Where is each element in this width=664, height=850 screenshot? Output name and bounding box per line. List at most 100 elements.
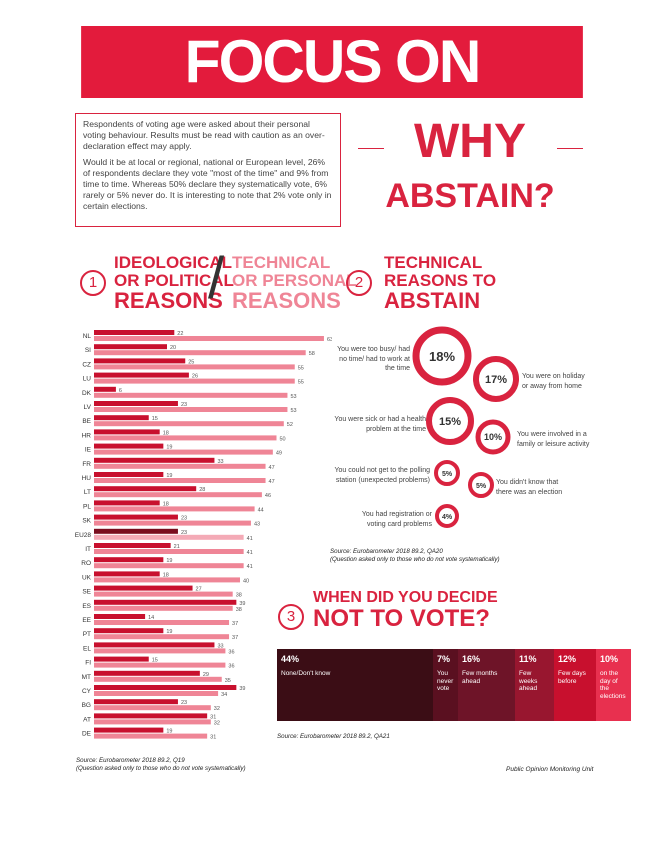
bubble-10: 10% <box>475 419 511 455</box>
bar-ideological <box>94 429 160 435</box>
bubble-15-value: 15% <box>439 416 461 428</box>
value-label-ideological: 19 <box>166 445 172 451</box>
value-label-technical: 47 <box>269 465 275 471</box>
section-3-number: 3 <box>278 604 304 630</box>
bar-ideological <box>94 358 186 364</box>
bubble-5b-label: You didn't know that there was an electi… <box>496 479 563 496</box>
bar-technical <box>94 492 262 498</box>
section-1-right-heading-3: REASONS <box>232 288 341 313</box>
bar-technical <box>94 435 277 441</box>
bar-technical <box>94 478 266 483</box>
why-line-left <box>358 148 384 149</box>
country-label: HR <box>82 432 92 439</box>
value-label-ideological: 33 <box>217 459 223 465</box>
segment-value: 7% <box>437 654 451 664</box>
section-1-source: Source: Eurobarometer 2018 89.2, Q19 (Qu… <box>76 757 246 772</box>
value-label-technical: 55 <box>298 380 304 386</box>
value-label-technical: 44 <box>258 507 264 513</box>
bar-ideological <box>94 472 164 477</box>
stacked-segment: 7% You never vote <box>433 649 458 721</box>
bar-ideological <box>94 415 149 421</box>
country-label: LU <box>83 376 92 383</box>
value-label-ideological: 23 <box>181 700 187 706</box>
country-label: MT <box>82 674 91 681</box>
bar-ideological <box>94 713 208 719</box>
value-label-ideological: 26 <box>192 374 198 380</box>
country-label: SK <box>82 518 91 525</box>
bubble-4: 4% <box>435 504 459 528</box>
country-label: UK <box>82 574 92 581</box>
value-label-technical: 35 <box>225 678 231 684</box>
country-label: NL <box>83 333 92 340</box>
segment-label: Few weeks ahead <box>519 670 538 692</box>
value-label-ideological: 21 <box>174 544 180 550</box>
page-title: FOCUS ON ABSTENTION <box>81 26 583 167</box>
section-2-number: 2 <box>346 270 372 296</box>
segment-value: 16% <box>462 654 481 664</box>
segment-value: 10% <box>600 654 619 664</box>
bar-ideological <box>94 685 237 690</box>
bubble-15-label: You were sick or had a health problem at… <box>334 416 426 433</box>
bubble-5b-value: 5% <box>476 483 487 490</box>
country-label: EU28 <box>75 532 92 539</box>
value-label-technical: 55 <box>298 365 304 371</box>
value-label-technical: 41 <box>247 536 253 542</box>
value-label-technical: 31 <box>210 735 216 741</box>
country-label: CZ <box>82 361 91 368</box>
segment-label: Few days before <box>558 670 586 685</box>
value-label-technical: 34 <box>221 692 227 698</box>
bubble-17: 17% <box>473 356 519 402</box>
section-1-source-line-1: Source: Eurobarometer 2018 89.2, Q19 <box>76 757 185 764</box>
value-label-ideological: 19 <box>166 558 172 564</box>
bar-ideological <box>94 344 167 350</box>
bar-technical <box>94 620 230 625</box>
why-heading: WHY <box>414 115 526 168</box>
bar-ideological <box>94 656 149 662</box>
country-label: SI <box>85 347 91 354</box>
value-label-technical: 49 <box>276 451 282 457</box>
bar-ideological <box>94 599 237 605</box>
value-label-ideological: 15 <box>152 658 158 664</box>
bar-technical <box>94 378 295 384</box>
value-label-ideological: 6 <box>119 388 122 394</box>
country-label: HU <box>82 475 92 482</box>
bar-ideological <box>94 372 189 378</box>
bar-ideological <box>94 500 160 506</box>
value-label-technical: 36 <box>228 649 234 655</box>
bar-ideological <box>94 514 178 520</box>
bar-technical <box>94 520 251 526</box>
section-1-source-line-2: (Question asked only to those who do not… <box>76 764 246 772</box>
value-label-technical: 37 <box>232 621 238 627</box>
value-label-technical: 32 <box>214 720 220 726</box>
bar-technical <box>94 605 233 611</box>
value-label-ideological: 14 <box>148 615 154 621</box>
bar-technical <box>94 506 255 512</box>
country-label: LT <box>84 489 91 496</box>
value-label-ideological: 27 <box>196 587 202 593</box>
bar-technical <box>94 563 244 569</box>
stacked-segment: 12% Few days before <box>554 649 596 721</box>
value-label-ideological: 31 <box>210 714 216 720</box>
value-label-ideological: 29 <box>203 672 209 678</box>
value-label-technical: 40 <box>243 578 249 584</box>
bubble-18: 18% <box>412 326 472 386</box>
value-label-ideological: 28 <box>199 487 205 493</box>
bar-technical <box>94 463 266 469</box>
bar-technical <box>94 449 273 455</box>
country-label: EL <box>83 645 91 652</box>
value-label-ideological: 39 <box>239 601 245 607</box>
section-3-source: Source: Eurobarometer 2018 89.2, QA21 <box>277 733 390 740</box>
section-1-left-heading-1: IDEOLOGICAL <box>114 253 233 272</box>
bar-technical <box>94 634 230 640</box>
value-label-technical: 53 <box>290 394 296 400</box>
section-1-slash: / <box>208 246 225 311</box>
bar-technical <box>94 350 306 356</box>
value-label-ideological: 19 <box>166 729 172 735</box>
segment-label: on the day of the elections <box>600 670 626 700</box>
value-label-ideological: 23 <box>181 516 187 522</box>
intro-paragraph-1: Respondents of voting age were asked abo… <box>83 119 325 152</box>
value-label-ideological: 18 <box>163 572 169 578</box>
bar-ideological <box>94 727 164 733</box>
country-label: SE <box>82 589 91 596</box>
bar-technical <box>94 577 240 583</box>
